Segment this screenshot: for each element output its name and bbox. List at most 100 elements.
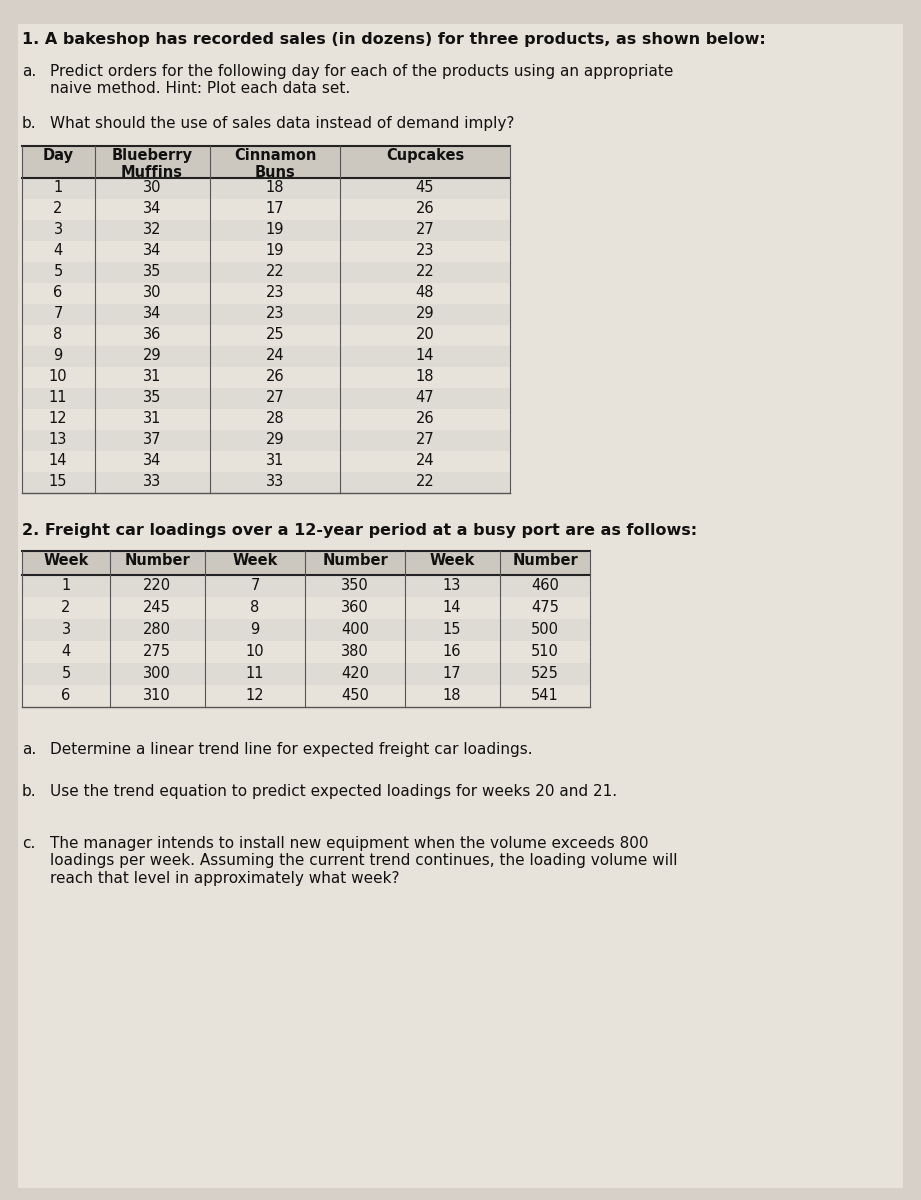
Text: 6: 6 [62,688,71,703]
Text: Determine a linear trend line for expected freight car loadings.: Determine a linear trend line for expect… [50,742,532,757]
Text: 20: 20 [415,326,435,342]
Bar [22,178,510,199]
Text: 26: 26 [415,410,435,426]
Bar [22,409,510,430]
Bar [22,304,510,325]
Text: 25: 25 [265,326,285,342]
Text: 22: 22 [415,474,435,490]
Text: 420: 420 [341,666,369,680]
Text: 33: 33 [266,474,284,490]
Text: 11: 11 [49,390,67,404]
Text: 18: 18 [266,180,285,194]
Text: 19: 19 [266,242,285,258]
Text: Cinnamon
Buns: Cinnamon Buns [234,148,316,180]
Text: 22: 22 [415,264,435,278]
Text: 23: 23 [266,284,285,300]
Bar [22,596,590,619]
Text: The manager intends to install new equipment when the volume exceeds 800
loading: The manager intends to install new equip… [50,836,678,886]
Text: 8: 8 [251,600,260,614]
Bar [22,685,590,707]
Text: 300: 300 [143,666,171,680]
Bar [22,662,590,685]
Text: 8: 8 [53,326,63,342]
Text: 9: 9 [53,348,63,362]
Text: 360: 360 [341,600,369,614]
Text: 17: 17 [443,666,461,680]
Bar [22,262,510,283]
Bar [22,346,510,367]
Text: 510: 510 [531,644,559,659]
Text: 310: 310 [143,688,171,703]
Text: 23: 23 [415,242,434,258]
Text: 4: 4 [62,644,71,659]
Bar [22,220,510,241]
Text: 500: 500 [531,622,559,637]
Bar [22,199,510,220]
Text: 10: 10 [246,644,264,659]
Text: 10: 10 [49,370,67,384]
Bar [22,575,590,598]
Text: 400: 400 [341,622,369,637]
Text: 29: 29 [265,432,285,446]
Text: 22: 22 [265,264,285,278]
Text: Number: Number [322,553,388,568]
Text: 12: 12 [246,688,264,703]
Text: 31: 31 [143,370,161,384]
Text: 47: 47 [415,390,435,404]
Text: 475: 475 [531,600,559,614]
Text: 2: 2 [53,200,63,216]
Text: 5: 5 [62,666,71,680]
Text: 30: 30 [143,180,161,194]
Text: 14: 14 [49,452,67,468]
Text: 7: 7 [251,578,260,593]
Text: a.: a. [22,64,36,79]
Text: 2: 2 [62,600,71,614]
Text: 29: 29 [143,348,161,362]
Bar [22,283,510,304]
Text: 35: 35 [143,390,161,404]
Text: 4: 4 [53,242,63,258]
Text: 3: 3 [62,622,71,637]
Text: 14: 14 [415,348,434,362]
Text: 34: 34 [143,242,161,258]
Text: 2. Freight car loadings over a 12-year period at a busy port are as follows:: 2. Freight car loadings over a 12-year p… [22,523,697,538]
Text: What should the use of sales data instead of demand imply?: What should the use of sales data instea… [50,116,514,131]
Bar [22,641,590,662]
Bar [22,451,510,472]
Text: 275: 275 [143,644,171,659]
Bar [22,241,510,262]
Text: Cupcakes: Cupcakes [386,148,464,163]
Text: Day: Day [42,148,74,163]
Text: 37: 37 [143,432,161,446]
Text: 380: 380 [341,644,369,659]
Text: 27: 27 [415,432,435,446]
Text: 541: 541 [531,688,559,703]
Text: Blueberry
Muffins: Blueberry Muffins [111,148,192,180]
Text: b.: b. [22,116,37,131]
Text: 34: 34 [143,200,161,216]
Text: Number: Number [124,553,190,568]
Text: 30: 30 [143,284,161,300]
Text: 350: 350 [341,578,369,593]
Text: 32: 32 [143,222,161,238]
Bar [22,619,590,641]
Text: 27: 27 [415,222,435,238]
Text: Week: Week [43,553,88,568]
Text: 14: 14 [443,600,461,614]
Text: 15: 15 [49,474,67,490]
Text: 45: 45 [415,180,434,194]
Text: 1: 1 [62,578,71,593]
Text: 3: 3 [53,222,63,238]
Text: Predict orders for the following day for each of the products using an appropria: Predict orders for the following day for… [50,64,673,96]
Text: 245: 245 [143,600,171,614]
Text: 26: 26 [265,370,285,384]
Text: 6: 6 [53,284,63,300]
Text: 36: 36 [143,326,161,342]
Text: 460: 460 [531,578,559,593]
Text: 35: 35 [143,264,161,278]
Text: 280: 280 [143,622,171,637]
Text: 48: 48 [415,284,434,300]
Text: c.: c. [22,836,35,851]
Text: Week: Week [429,553,474,568]
Text: 31: 31 [143,410,161,426]
